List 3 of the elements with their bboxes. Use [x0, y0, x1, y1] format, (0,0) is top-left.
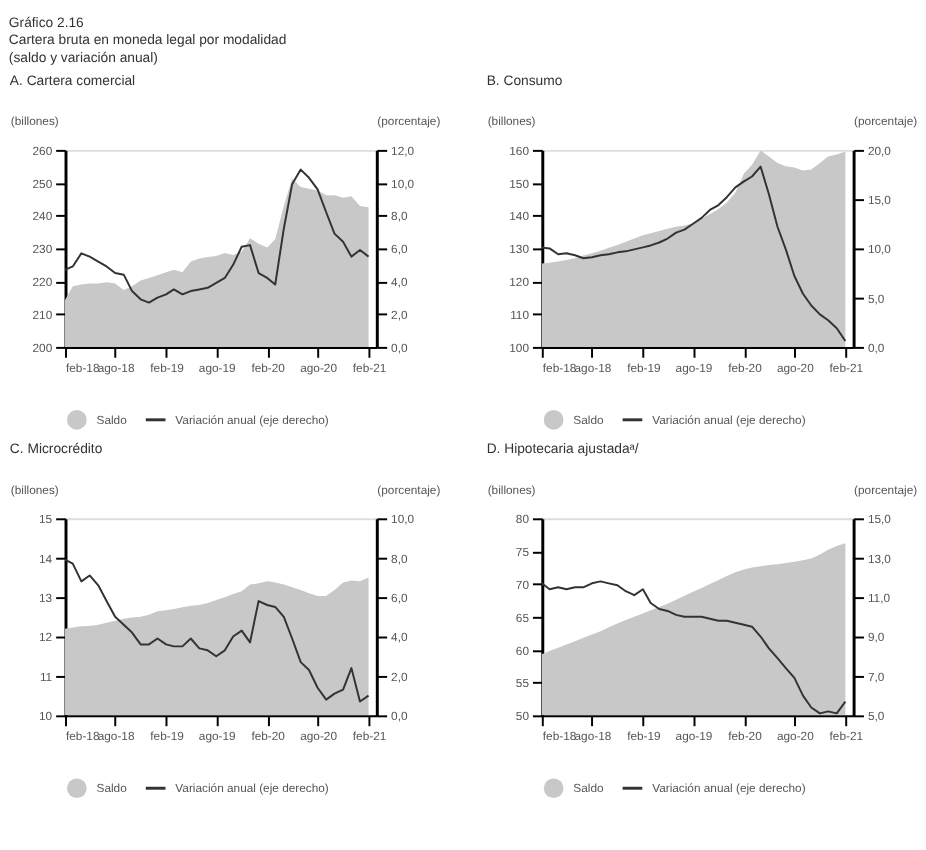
line-series — [65, 168, 370, 304]
line-series — [541, 580, 847, 715]
line-series — [65, 558, 370, 703]
